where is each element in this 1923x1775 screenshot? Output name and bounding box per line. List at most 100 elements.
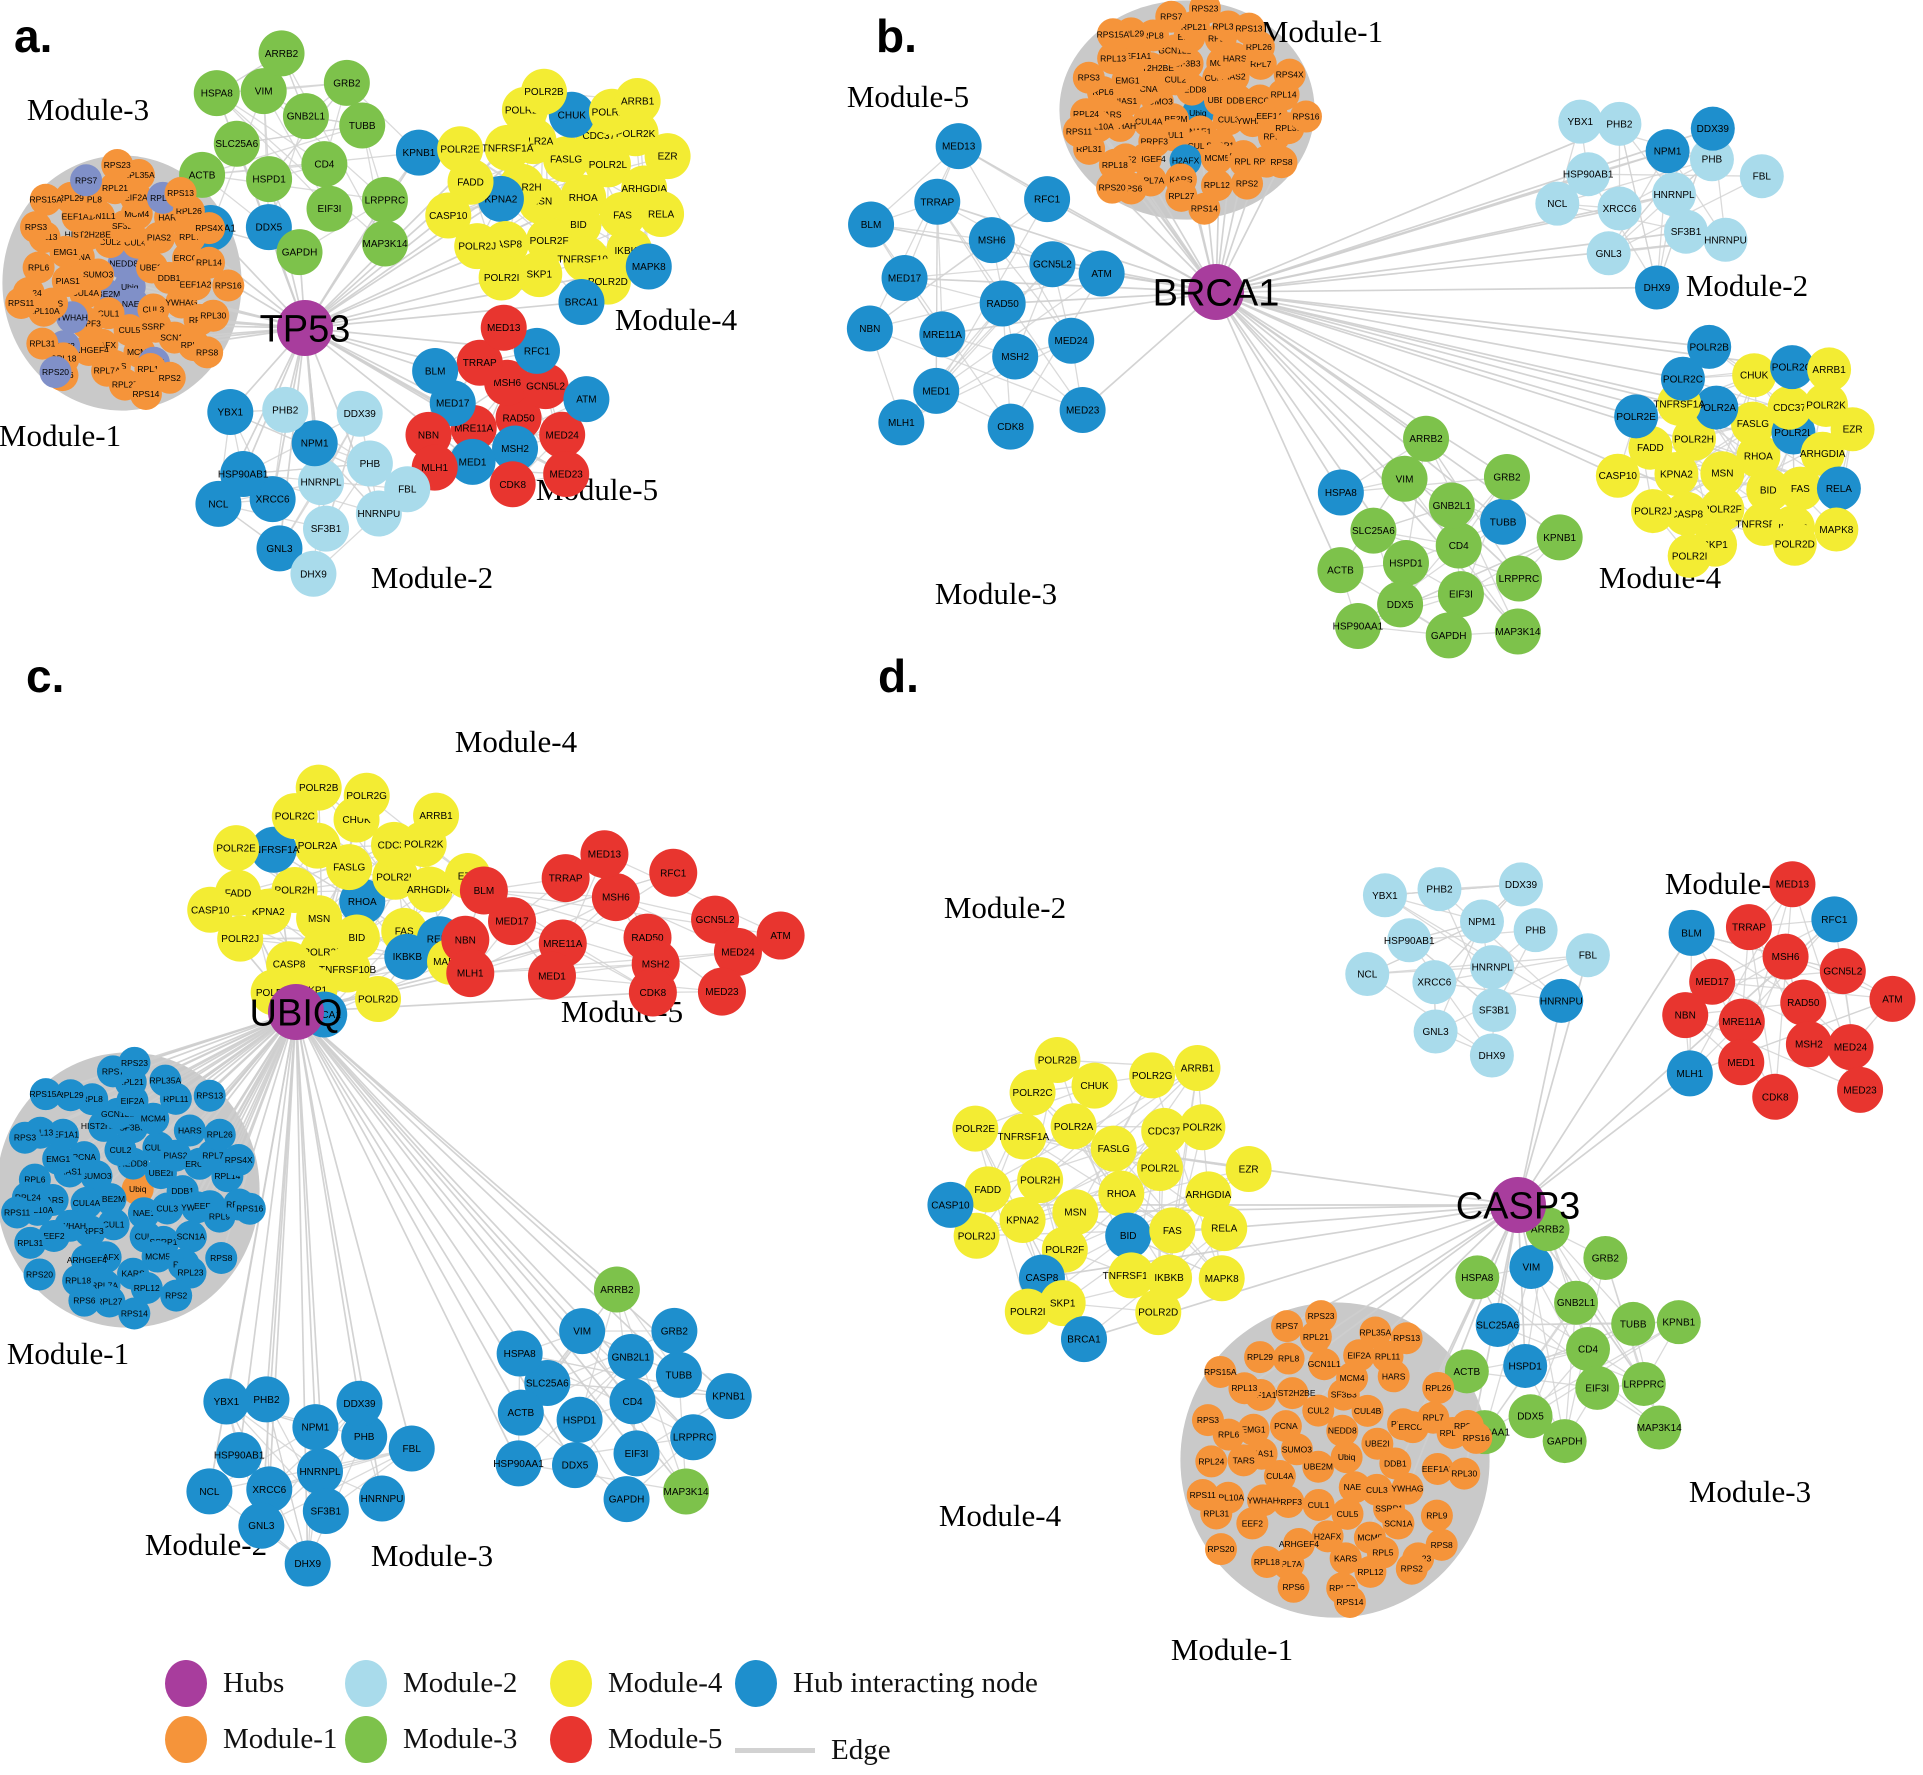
node-GNB2L1[interactable] — [607, 1333, 654, 1380]
node-RFC1[interactable] — [649, 848, 698, 897]
node-YBX1[interactable] — [1558, 99, 1603, 144]
node-RPS8[interactable] — [205, 1242, 238, 1275]
node-MSN[interactable] — [1700, 451, 1745, 496]
node-RPS16[interactable] — [233, 1192, 266, 1225]
node-POLR2I[interactable] — [1004, 1288, 1051, 1335]
node-NPM1[interactable] — [292, 1404, 339, 1451]
node-BID[interactable] — [1105, 1212, 1152, 1259]
node-GAPDH[interactable] — [603, 1476, 650, 1523]
node-GNB2L1[interactable] — [282, 93, 329, 140]
node-ARRB1[interactable] — [1174, 1044, 1221, 1091]
node-RPL30[interactable] — [1448, 1457, 1481, 1490]
node-GAPDH[interactable] — [1542, 1419, 1587, 1464]
node-HSP90AA1[interactable] — [495, 1440, 542, 1487]
node-SCN1A[interactable] — [1382, 1507, 1415, 1540]
node-POLR2E[interactable] — [213, 825, 260, 872]
node-RPL14[interactable] — [193, 246, 226, 279]
node-MSH2[interactable] — [992, 333, 1039, 380]
node-RELA[interactable] — [638, 190, 685, 237]
node-MED23[interactable] — [697, 967, 746, 1016]
node-RPS15A[interactable] — [29, 1078, 62, 1111]
node-CD4[interactable] — [609, 1378, 656, 1425]
node-EMG1[interactable] — [1237, 1413, 1270, 1446]
node-RPL12[interactable] — [1200, 169, 1233, 202]
node-BLM[interactable] — [1668, 909, 1715, 956]
node-NPM1[interactable] — [1645, 129, 1690, 174]
node-POLR2G[interactable] — [343, 772, 390, 819]
node-POLR2E[interactable] — [437, 126, 484, 173]
node-POLR2J[interactable] — [953, 1212, 1000, 1259]
node-HNRNPL[interactable] — [297, 1448, 344, 1495]
node-RPS14[interactable] — [1188, 192, 1221, 225]
node-UBE2M[interactable] — [1302, 1450, 1335, 1483]
node-POLR2F[interactable] — [1700, 487, 1745, 532]
node-ATM[interactable] — [1078, 250, 1125, 297]
node-ARRB1[interactable] — [413, 792, 460, 839]
node-CHUK[interactable] — [1071, 1062, 1118, 1109]
node-MED13[interactable] — [1769, 861, 1816, 908]
node-RPS15A[interactable] — [1204, 1355, 1237, 1388]
node-H2AFX[interactable] — [1311, 1520, 1344, 1553]
node-CDK8[interactable] — [489, 461, 536, 508]
node-RPS2[interactable] — [160, 1279, 193, 1312]
node-MED23[interactable] — [1837, 1066, 1884, 1113]
node-SF3B1[interactable] — [1663, 209, 1708, 254]
node-YBX1[interactable] — [207, 389, 254, 436]
node-RPL23[interactable] — [174, 1256, 207, 1289]
node-MSH2[interactable] — [1785, 1021, 1832, 1068]
node-DHX9[interactable] — [1469, 1033, 1514, 1078]
node-POLR2J[interactable] — [217, 915, 264, 962]
node-CD4[interactable] — [301, 141, 348, 188]
node-RPL24[interactable] — [1195, 1445, 1228, 1478]
node-VIM[interactable] — [240, 68, 287, 115]
node-RELA[interactable] — [1816, 466, 1861, 511]
node-RPS15A[interactable] — [1096, 18, 1129, 51]
node-RPS20[interactable] — [1205, 1533, 1237, 1566]
node-ARHGDIA[interactable] — [406, 866, 453, 913]
hub-BRCA1[interactable] — [1188, 264, 1244, 320]
node-VIM[interactable] — [1381, 455, 1428, 502]
node-SLC25A6[interactable] — [213, 120, 260, 167]
node-POLR2A[interactable] — [1694, 385, 1739, 430]
node-PRPF3[interactable] — [1272, 1485, 1305, 1518]
node-LRPPRC[interactable] — [1495, 555, 1542, 602]
node-GCN1L1[interactable] — [1308, 1348, 1341, 1381]
node-NBN[interactable] — [1662, 992, 1709, 1039]
node-IKBKB[interactable] — [1146, 1254, 1193, 1301]
node-DDX5[interactable] — [1508, 1394, 1553, 1439]
node-XRCC6[interactable] — [1597, 186, 1642, 231]
node-HSPD1[interactable] — [556, 1396, 603, 1443]
node-GNL3[interactable] — [1586, 231, 1631, 276]
node-HARS[interactable] — [173, 1114, 206, 1147]
node-MED23[interactable] — [543, 450, 590, 497]
node-RPS3[interactable] — [1191, 1404, 1224, 1437]
node-FBL[interactable] — [388, 1425, 435, 1472]
node-MRE11A[interactable] — [919, 311, 966, 358]
node-YBX1[interactable] — [203, 1378, 250, 1425]
node-RPS16[interactable] — [212, 269, 245, 302]
node-SF3B1[interactable] — [302, 1487, 349, 1534]
node-FBL[interactable] — [384, 466, 431, 513]
node-FBL[interactable] — [1565, 933, 1610, 978]
node-CD4[interactable] — [1566, 1327, 1611, 1372]
node-MLH1[interactable] — [446, 949, 495, 998]
node-DHX9[interactable] — [1634, 265, 1679, 310]
node-CHUK[interactable] — [1732, 353, 1777, 398]
node-PHB2[interactable] — [1597, 101, 1642, 146]
node-NCL[interactable] — [186, 1468, 233, 1515]
node-MLH1[interactable] — [1666, 1050, 1713, 1097]
node-ARRB2[interactable] — [593, 1266, 640, 1313]
node-HSPD1[interactable] — [1382, 540, 1429, 587]
node-RPL27[interactable] — [93, 1285, 126, 1318]
node-EIF3I[interactable] — [1575, 1365, 1620, 1410]
node-TRRAP[interactable] — [1725, 904, 1772, 951]
node-CUL5[interactable] — [1331, 1497, 1364, 1530]
node-MSH6[interactable] — [968, 217, 1015, 264]
node-TNFRSF1A[interactable] — [250, 826, 297, 873]
node-RPL29[interactable] — [1244, 1341, 1277, 1374]
node-POLR2B[interactable] — [1034, 1036, 1081, 1083]
node-HSPA8[interactable] — [1455, 1255, 1500, 1300]
node-NCL[interactable] — [1345, 952, 1390, 997]
node-MED23[interactable] — [1059, 387, 1106, 434]
node-KPNB1[interactable] — [705, 1373, 752, 1420]
